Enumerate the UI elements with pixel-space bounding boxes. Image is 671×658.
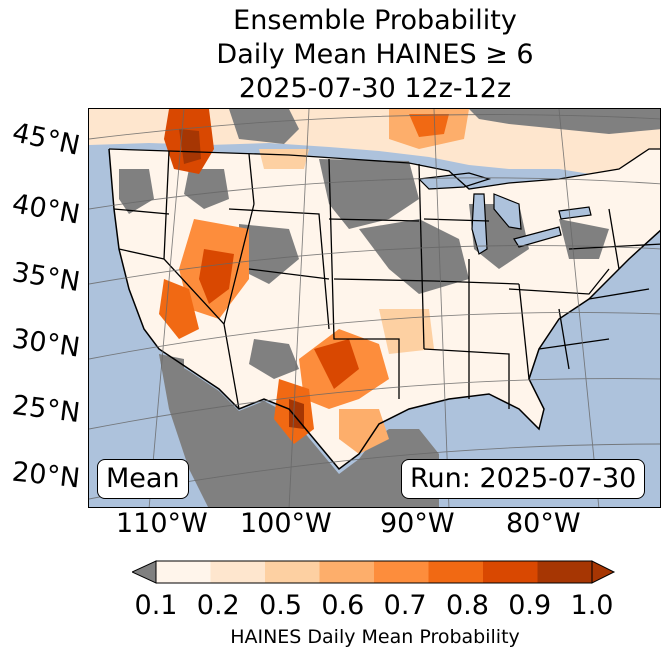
lon-label-100: 100°W [240, 508, 332, 539]
colorbar-tick-label: 0.9 [508, 590, 552, 621]
coastline [108, 148, 660, 471]
lat-label-45: 45°N [9, 117, 83, 162]
run-label-box: Run: 2025-07-30 [401, 459, 646, 499]
lon-label-90: 90°W [380, 508, 455, 539]
colorbar-cell [374, 561, 429, 583]
colorbar-cells [155, 560, 593, 584]
map-panel: Mean Run: 2025-07-30 [88, 108, 661, 508]
state-borders [108, 148, 660, 410]
chart-title: Ensemble Probability Daily Mean HAINES ≥… [0, 4, 671, 106]
lat-label-25: 25°N [10, 389, 82, 430]
colorbar-cell [265, 561, 320, 583]
colorbar-cell [156, 561, 211, 583]
colorbar-cell [483, 561, 538, 583]
title-line-2: Daily Mean HAINES ≥ 6 [216, 39, 534, 70]
colorbar-cell [319, 561, 374, 583]
colorbar-tick-label: 0.1 [134, 590, 178, 621]
colorbar [132, 560, 616, 584]
stat-label-box: Mean [97, 459, 189, 499]
lat-label-20: 20°N [10, 456, 82, 495]
colorbar-under-arrow [132, 560, 157, 584]
colorbar-tick-label: 1.0 [570, 590, 614, 621]
colorbar-cell [537, 561, 592, 583]
title-line-3: 2025-07-30 12z-12z [238, 73, 512, 104]
colorbar-cell [210, 561, 265, 583]
map-svg [89, 109, 660, 507]
colorbar-over-arrow [591, 560, 616, 584]
graticule [89, 109, 660, 507]
colorbar-tick-label: 0.7 [383, 590, 427, 621]
colorbar-tick-label: 0.6 [321, 590, 365, 621]
lat-label-40: 40°N [9, 188, 83, 231]
colorbar-label: HAINES Daily Mean Probability [230, 626, 520, 648]
lat-label-30: 30°N [10, 323, 82, 364]
land-shading [89, 109, 660, 507]
colorbar-cell [428, 561, 483, 583]
colorbar-tick-label: 0.2 [196, 590, 240, 621]
lon-label-110: 110°W [116, 508, 208, 539]
lon-label-80: 80°W [506, 508, 581, 539]
colorbar-tick-label: 0.8 [445, 590, 489, 621]
lat-label-35: 35°N [9, 256, 83, 299]
colorbar-tick-label: 0.5 [259, 590, 303, 621]
title-line-1: Ensemble Probability [233, 5, 517, 36]
